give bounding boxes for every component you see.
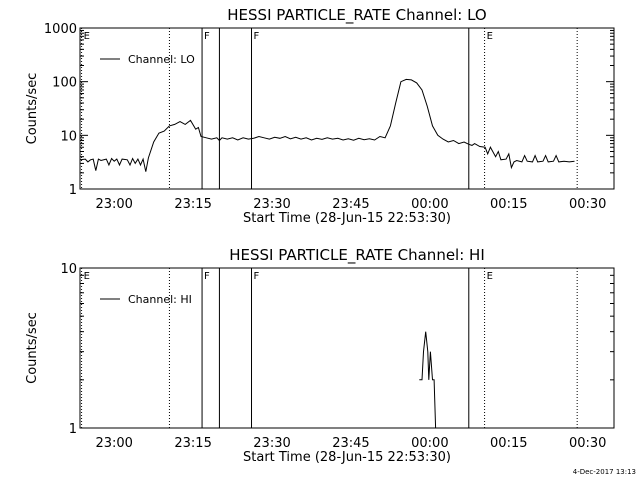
x-tick-label: 23:15 [174,197,211,212]
event-marker-label: F [254,271,260,282]
x-tick-label: 23:00 [95,436,132,451]
chart-panels: HESSI PARTICLE_RATE Channel: LO 23:00 23:1… [25,6,615,465]
x-tick-label: 00:30 [569,436,606,451]
footer-timestamp: 4-Dec-2017 13:13 [573,468,636,476]
x-tick-label: 00:30 [569,197,606,212]
x-tick-label: 23:45 [332,197,369,212]
event-marker-label: F [204,31,210,42]
chart-panel-hi: HESSI PARTICLE_RATE Channel: HI 23:00 23:1… [25,246,615,465]
x-axis-label: Start Time (28-Jun-15 22:53:30) [243,211,451,226]
x-tick-label: 23:30 [253,436,290,451]
x-tick-label: 00:00 [411,197,448,212]
chart-title: HESSI PARTICLE_RATE Channel: HI [229,246,485,265]
series-line [79,78,575,172]
event-marker-label: E [487,271,493,282]
event-marker-label: F [254,31,260,42]
plot-frame [79,267,615,429]
plot-frame [79,27,615,190]
chart-title: HESSI PARTICLE_RATE Channel: LO [227,6,486,25]
y-tick-label: 1 [69,183,77,198]
x-tick-label: 23:00 [95,197,132,212]
x-tick-label: 23:15 [174,436,211,451]
x-tick-label: 00:00 [411,436,448,451]
legend-label: Channel: HI [128,293,192,306]
legend-label: Channel: LO [128,53,195,66]
y-tick-label: 1000 [44,22,77,37]
event-marker-label: E [487,31,493,42]
x-tick-label: 23:45 [332,436,369,451]
y-tick-label: 100 [52,76,77,91]
y-axis-label: Counts/sec [25,312,40,384]
x-tick-label: 00:15 [490,436,527,451]
event-marker-label: E [84,31,90,42]
chart-panel-lo: HESSI PARTICLE_RATE Channel: LO 23:00 23:1… [25,6,615,226]
y-axis-label: Counts/sec [25,73,40,145]
event-marker-label: F [204,271,210,282]
series-line [419,331,437,429]
y-tick-label: 10 [60,262,77,277]
x-axis-label: Start Time (28-Jun-15 22:53:30) [243,450,451,465]
event-marker-label: E [84,271,90,282]
x-tick-label: 23:30 [253,197,290,212]
x-tick-label: 00:15 [490,197,527,212]
y-tick-label: 1 [69,422,77,437]
y-tick-label: 10 [60,129,77,144]
